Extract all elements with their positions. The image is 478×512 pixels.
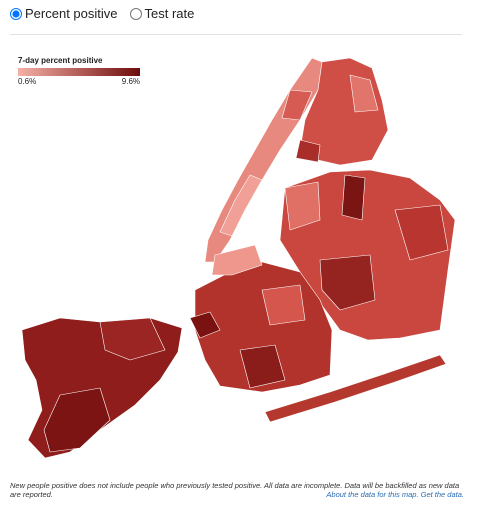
footnote-links: About the data for this map. Get the dat… [326,490,464,499]
radio[interactable] [10,7,22,20]
region [99,317,166,361]
legend-min: 0.6% [18,77,37,86]
map-controls: Percent positive Test rate [10,6,194,21]
region [239,344,286,389]
divider [10,34,462,35]
region [394,204,449,261]
region [189,311,221,339]
region [349,74,379,113]
option-label: Percent positive [25,6,118,21]
region [281,89,313,121]
legend-gradient [18,68,140,76]
region [261,284,306,326]
option[interactable]: Test rate [129,6,195,21]
legend: 7-day percent positive 0.6% 9.6% [18,56,140,86]
region [284,181,321,231]
region [319,254,376,311]
region [264,354,447,423]
map [21,57,456,459]
footnote: New people positive does not include peo… [10,481,464,499]
radio[interactable] [129,7,142,20]
region [341,174,366,221]
region [211,244,263,276]
legend-title: 7-day percent positive [18,56,103,65]
link[interactable]: Get the data. [420,490,464,499]
region [295,139,321,163]
legend-max: 9.6% [121,77,140,86]
option[interactable]: Percent positive [10,6,118,21]
region [43,387,111,453]
link[interactable]: About the data for this map. [326,490,419,499]
option-label: Test rate [144,6,195,21]
region [219,174,263,237]
footnote-text: New people positive does not include peo… [10,481,460,499]
